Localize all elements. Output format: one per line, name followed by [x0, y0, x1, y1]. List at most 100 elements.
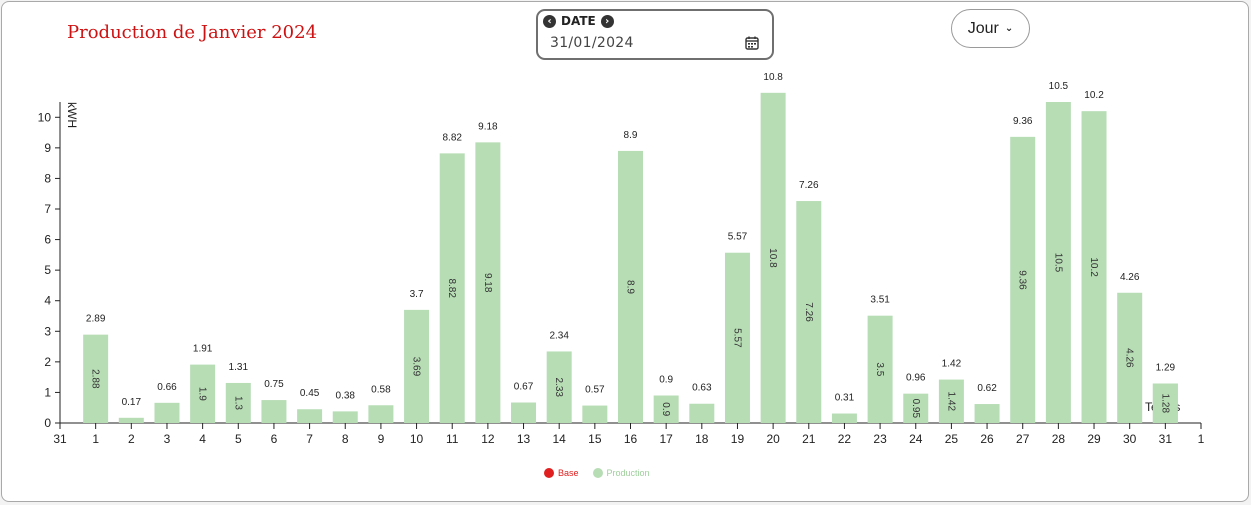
period-select-value: Jour [967, 19, 999, 37]
bar-value-label: 3.51 [870, 295, 890, 306]
bar-inner-label: 1.28 [1159, 394, 1170, 414]
bar-inner-label: 0.95 [910, 399, 921, 419]
x-tick-label: 27 [1016, 432, 1030, 446]
x-tick-label: 6 [271, 432, 278, 446]
bar-inner-label: 2.33 [553, 377, 564, 397]
x-tick-label: 26 [980, 432, 994, 446]
x-tick-label: 28 [1052, 432, 1066, 446]
bar-value-label: 9.18 [478, 121, 498, 132]
bar-inner-label: 2.88 [90, 369, 101, 389]
x-tick-label: 22 [838, 432, 852, 446]
bar-value-label: 8.9 [624, 130, 638, 141]
x-tick-label: 7 [306, 432, 313, 446]
bar-day-3 [154, 402, 180, 423]
x-tick-label: 23 [873, 432, 887, 446]
chevron-down-icon: ⌄ [1004, 23, 1014, 34]
bar-inner-label: 7.26 [803, 302, 814, 322]
bar-value-label: 0.38 [336, 390, 356, 401]
bar-day-16 [618, 150, 643, 423]
bar-day-19 [724, 252, 750, 423]
date-picker[interactable]: ‹ DATE › 31/01/2024 [536, 9, 774, 60]
previous-arrow-icon[interactable]: ‹ [543, 14, 556, 28]
bar-day-22 [831, 413, 857, 423]
legend-base-label: Base [558, 468, 579, 478]
x-tick-label: 18 [695, 432, 709, 446]
bar-value-label: 0.96 [906, 373, 926, 384]
bar-value-label: 0.57 [585, 385, 605, 396]
bar-value-label: 3.7 [410, 289, 424, 300]
bar-day-18 [689, 403, 715, 423]
next-arrow-icon[interactable]: › [600, 14, 614, 28]
period-select[interactable]: Jour ⌄ [951, 9, 1030, 48]
y-tick-label: 10 [38, 110, 52, 124]
x-tick-label: 31 [53, 432, 67, 446]
bar-value-label: 10.5 [1049, 81, 1069, 92]
x-tick-label: 19 [731, 432, 745, 446]
legend-production-label: Production [606, 468, 650, 478]
bar-value-label: 2.34 [549, 330, 569, 341]
x-tick-label: 3 [164, 432, 171, 446]
bar-inner-label: 8.82 [446, 278, 457, 298]
bar-day-25 [938, 379, 964, 423]
bar-day-29 [1081, 111, 1107, 424]
x-tick-label: 20 [766, 432, 780, 446]
chart-title: Production de Janvier 2024 [67, 22, 318, 43]
bar-day-8 [332, 411, 358, 423]
bar-day-23 [867, 315, 893, 423]
bar-day-10 [404, 309, 430, 423]
bar-day-15 [582, 405, 608, 423]
bar-value-label: 4.26 [1120, 272, 1140, 283]
date-header: ‹ DATE › [543, 14, 614, 28]
chart-legend: Base Production [544, 468, 650, 478]
x-tick-label: 29 [1087, 432, 1101, 446]
x-tick-label: 16 [624, 432, 638, 446]
bar-inner-label: 9.18 [482, 273, 493, 293]
x-tick-label: 8 [342, 432, 349, 446]
y-tick-label: 3 [44, 324, 51, 338]
y-tick-label: 4 [44, 294, 51, 308]
legend-base-dot [544, 468, 554, 478]
x-tick-label: 17 [659, 432, 673, 446]
x-tick-label: 9 [378, 432, 385, 446]
bar-value-label: 0.31 [835, 393, 855, 404]
bar-day-7 [297, 409, 323, 423]
bar-day-27 [1010, 136, 1036, 423]
bar-value-label: 0.58 [371, 384, 391, 395]
legend-item-base[interactable]: Base [544, 468, 579, 478]
bar-day-24 [903, 393, 929, 423]
y-tick-label: 9 [44, 141, 51, 155]
bar-value-label: 0.17 [122, 397, 142, 408]
bar-day-5 [225, 382, 251, 423]
bar-inner-label: 1.42 [945, 392, 956, 412]
bar-value-label: 0.62 [977, 383, 997, 394]
y-tick-label: 6 [44, 233, 51, 247]
bar-value-label: 0.75 [264, 379, 284, 390]
bar-inner-label: 8.9 [625, 280, 636, 294]
x-tick-label: 13 [517, 432, 531, 446]
bar-value-label: 5.57 [728, 232, 748, 243]
bar-day-1 [83, 334, 109, 423]
bar-day-26 [974, 404, 1000, 423]
bar-value-label: 9.36 [1013, 116, 1033, 127]
bar-value-label: 0.67 [514, 382, 534, 393]
bar-inner-label: 5.57 [731, 328, 742, 348]
bar-day-6 [261, 400, 287, 423]
x-tick-label: 2 [128, 432, 135, 446]
y-tick-label: 1 [44, 385, 51, 399]
bar-value-label: 1.31 [229, 362, 249, 373]
x-tick-label: 1 [92, 432, 99, 446]
x-tick-label: 1 [1198, 432, 1205, 446]
bar-inner-label: 10.8 [767, 248, 778, 268]
date-input[interactable]: 31/01/2024 [550, 35, 634, 51]
bar-value-label: 0.45 [300, 388, 320, 399]
bar-value-label: 1.29 [1156, 363, 1176, 374]
legend-item-production[interactable]: Production [592, 468, 650, 478]
bar-day-28 [1045, 102, 1071, 423]
x-tick-label: 21 [802, 432, 816, 446]
x-tick-label: 12 [481, 432, 495, 446]
x-tick-label: 14 [553, 432, 567, 446]
bar-inner-label: 1.3 [232, 396, 243, 410]
calendar-icon[interactable] [745, 36, 759, 50]
x-tick-label: 24 [909, 432, 923, 446]
bar-inner-label: 3.5 [874, 362, 885, 376]
